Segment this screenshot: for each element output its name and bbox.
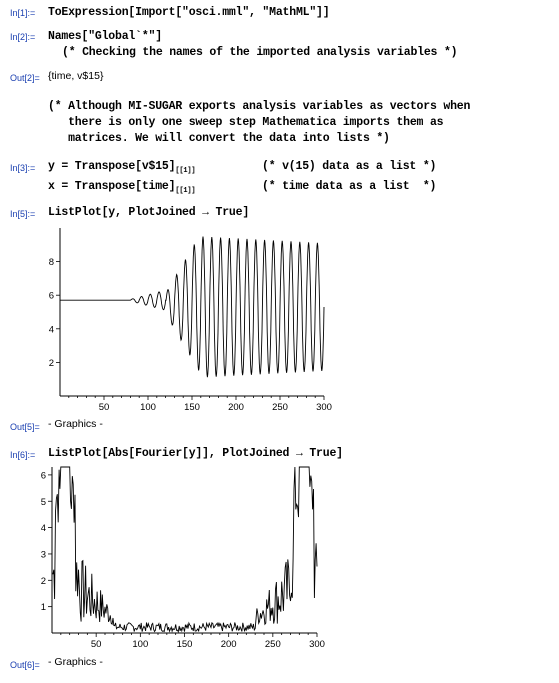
time-series-line	[60, 236, 325, 378]
x-tick-label: 50	[99, 402, 110, 413]
comment-line-3[interactable]: matrices. We will convert the data into …	[48, 132, 390, 145]
y-tick-label: 2	[49, 358, 54, 369]
input-label-6: In[6]:=	[10, 450, 36, 460]
input-label-3: In[3]:=	[10, 163, 36, 173]
input-label-5: In[5]:=	[10, 209, 36, 219]
y-tick-label: 8	[49, 257, 54, 268]
x-tick-label: 50	[91, 639, 102, 650]
x-tick-label: 100	[140, 402, 156, 413]
x-tick-label: 100	[132, 639, 148, 650]
input-cell-3-line-2-comment[interactable]: (* time data as a list *)	[262, 180, 437, 193]
output-label-2: Out[2]=	[10, 73, 40, 83]
fourier-line	[52, 466, 318, 633]
x-tick-label: 150	[184, 402, 200, 413]
input-cell-3-line-1-code: y = Transpose[v$15]	[48, 160, 176, 173]
x-tick-label: 150	[177, 639, 193, 650]
x-tick-label: 200	[221, 639, 237, 650]
input-cell-3-line-1[interactable]: y = Transpose[v$15][[1]]	[48, 160, 196, 175]
input-label-2: In[2]:=	[10, 32, 36, 42]
x-tick-label: 250	[265, 639, 281, 650]
input-cell-2-comment[interactable]: (* Checking the names of the imported an…	[62, 46, 458, 59]
input-cell-3-line-2-code: x = Transpose[time]	[48, 180, 176, 193]
x-tick-label: 300	[309, 639, 325, 650]
x-tick-label: 200	[228, 402, 244, 413]
output-label-5: Out[5]=	[10, 422, 40, 432]
input-cell-3-line-2-index: [[1]]	[175, 187, 196, 195]
input-label-1: In[1]:=	[10, 8, 36, 18]
input-cell-1[interactable]: ToExpression[Import["osci.mml", "MathML"…	[48, 6, 330, 19]
output-cell-6: - Graphics -	[48, 656, 103, 668]
y-tick-label: 3	[41, 549, 46, 560]
y-tick-label: 2	[41, 576, 46, 587]
output-label-6: Out[6]=	[10, 660, 40, 670]
comment-line-2[interactable]: there is only one sweep step Mathematica…	[48, 116, 444, 129]
y-tick-label: 4	[49, 324, 54, 335]
y-tick-label: 6	[41, 470, 46, 481]
x-tick-label: 300	[316, 402, 332, 413]
x-tick-label: 250	[272, 402, 288, 413]
input-cell-2-line-1[interactable]: Names["Global`*"]	[48, 30, 162, 43]
y-tick-label: 5	[41, 497, 46, 508]
input-cell-3-line-2[interactable]: x = Transpose[time][[1]]	[48, 180, 196, 195]
output-cell-5: - Graphics -	[48, 418, 103, 430]
y-tick-label: 6	[49, 291, 54, 302]
input-cell-3-line-1-index: [[1]]	[175, 167, 196, 175]
fourier-plot: 50 100 150 200 250 300 1 2 3 4 5 6	[41, 466, 325, 650]
time-series-plot: 50 100 150 200 250 300 2 4 6 8	[49, 228, 332, 413]
y-tick-label: 1	[41, 602, 46, 613]
input-cell-3-line-1-comment[interactable]: (* v(15) data as a list *)	[262, 160, 437, 173]
comment-line-1[interactable]: (* Although MI-SUGAR exports analysis va…	[48, 100, 471, 113]
output-cell-2: {time, v$15}	[48, 70, 104, 82]
y-tick-label: 4	[41, 523, 46, 534]
input-cell-5[interactable]: ListPlot[y, PlotJoined → True]	[48, 206, 250, 219]
input-cell-6[interactable]: ListPlot[Abs[Fourier[y]], PlotJoined → T…	[48, 447, 343, 460]
